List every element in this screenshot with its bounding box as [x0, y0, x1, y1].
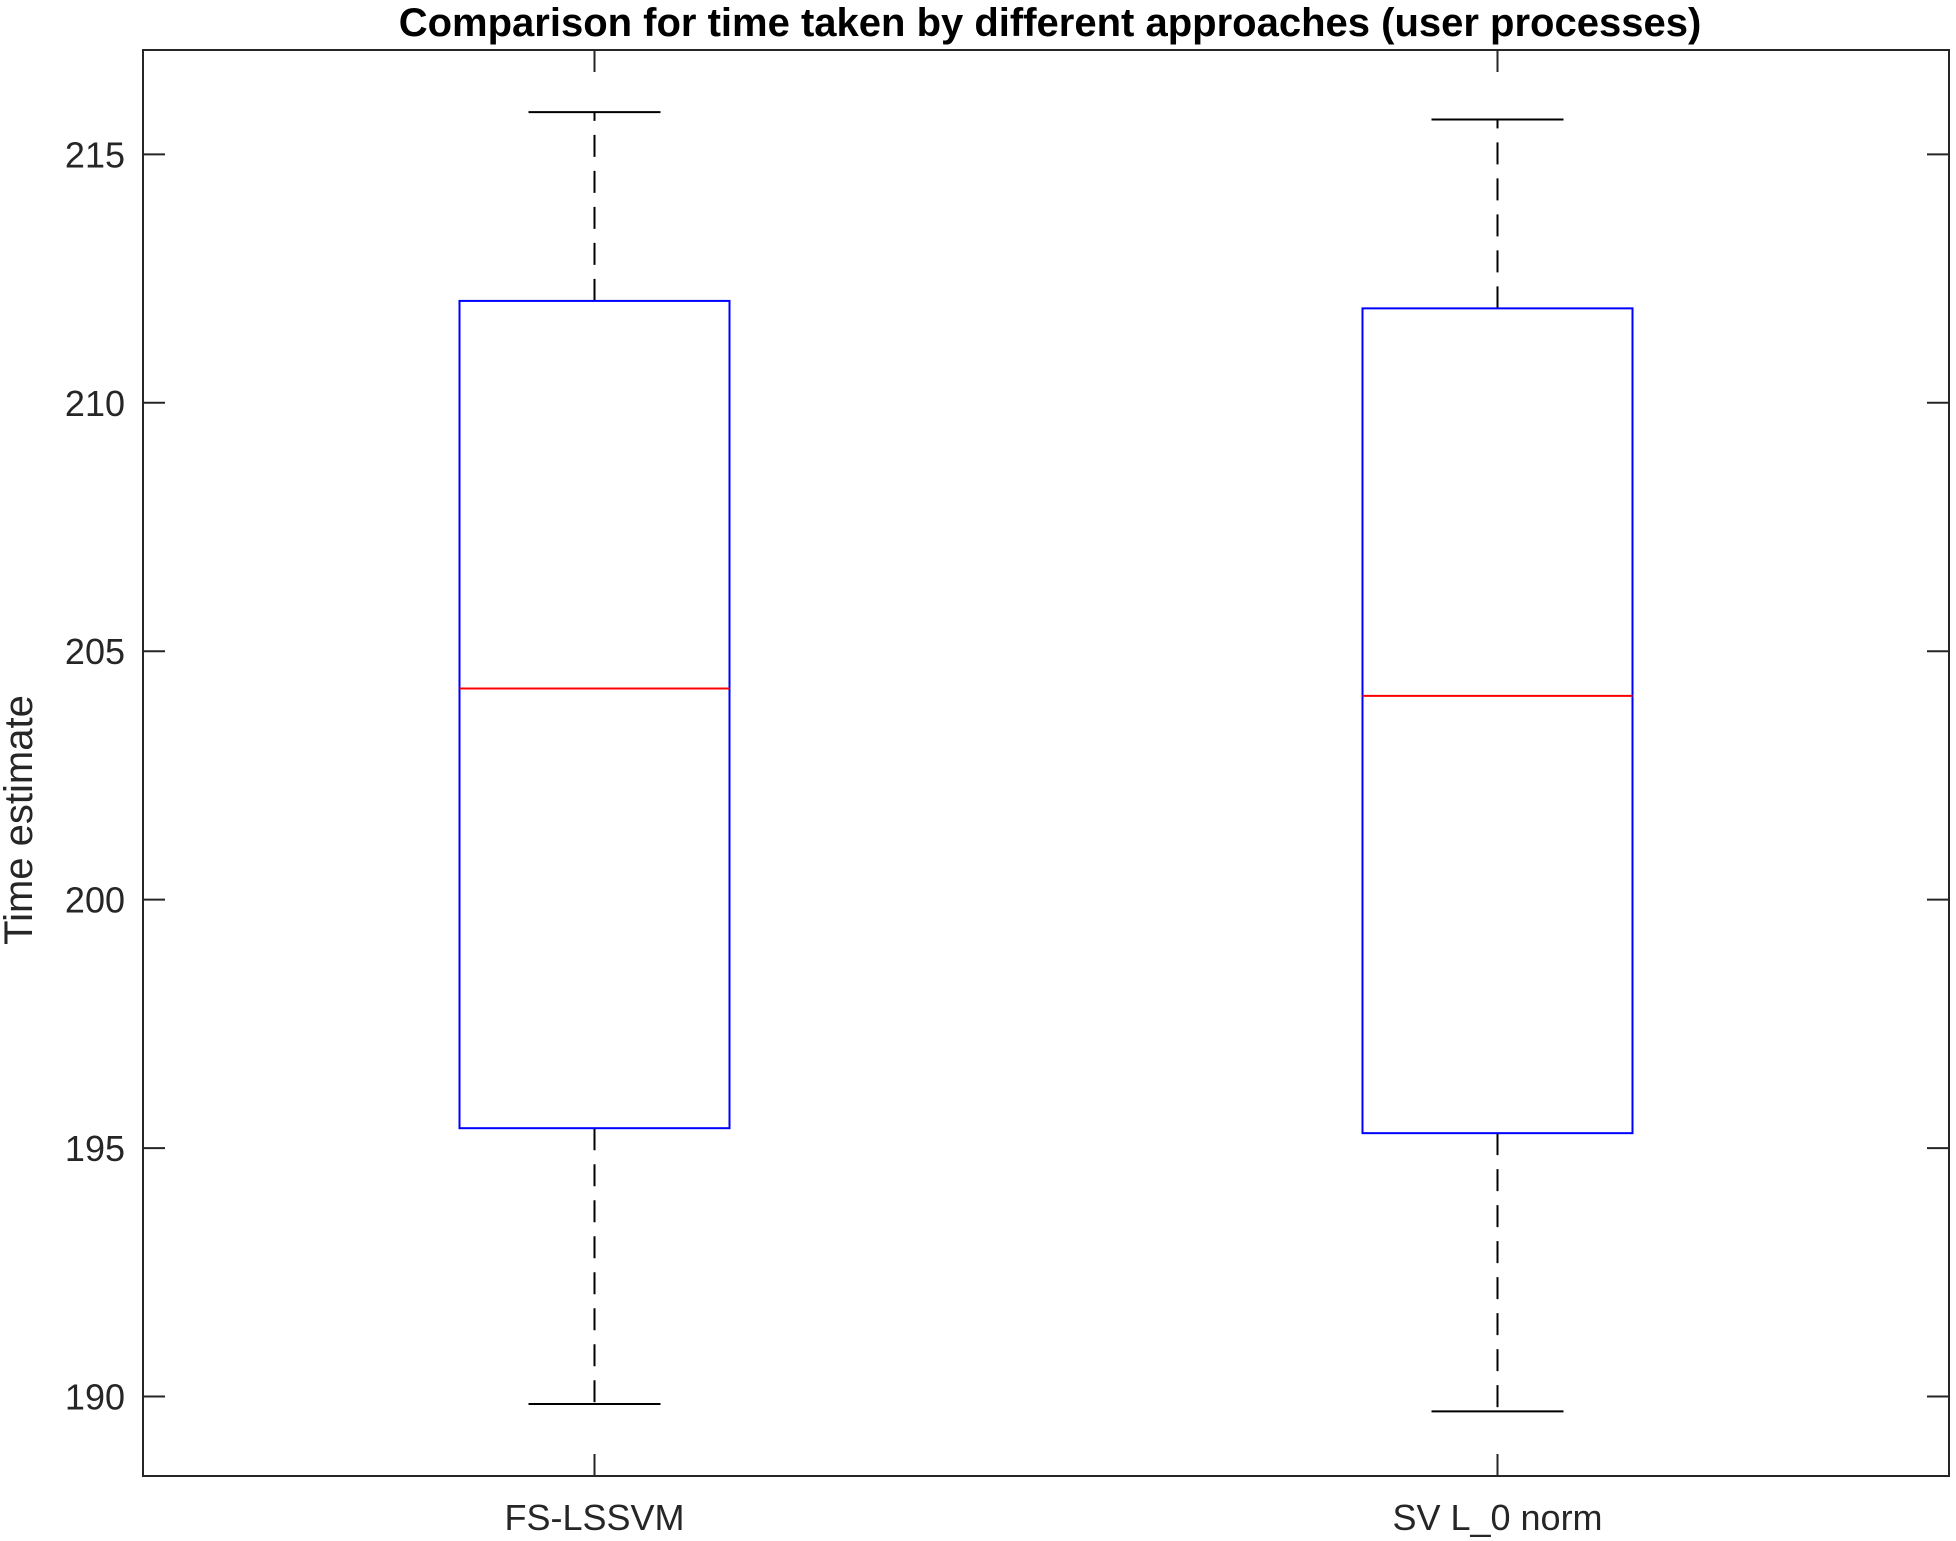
- box-series: [458, 111, 1634, 1413]
- y-tick-label: 200: [65, 880, 125, 921]
- x-tick-label: SV L_0 norm: [1392, 1497, 1602, 1538]
- x-tick-label: FS-LSSVM: [504, 1497, 684, 1538]
- y-tick-label: 195: [65, 1128, 125, 1169]
- y-tick-label: 210: [65, 383, 125, 424]
- y-axis-label: Time estimate: [0, 695, 41, 945]
- chart-title: Comparison for time taken by different a…: [399, 1, 1702, 45]
- y-tick-label: 205: [65, 631, 125, 672]
- iqr-box: [458, 299, 731, 1130]
- axis-ticks: 190 195 200 205 210 215 FS-LSSVM SV L_0 norm: [65, 50, 1949, 1538]
- y-tick-label: 190: [65, 1377, 125, 1418]
- y-tick-label: 215: [65, 134, 125, 175]
- box-group: [1361, 118, 1634, 1413]
- plot-frame: [142, 49, 1950, 1477]
- box-group: [458, 111, 731, 1405]
- iqr-box: [1361, 307, 1634, 1135]
